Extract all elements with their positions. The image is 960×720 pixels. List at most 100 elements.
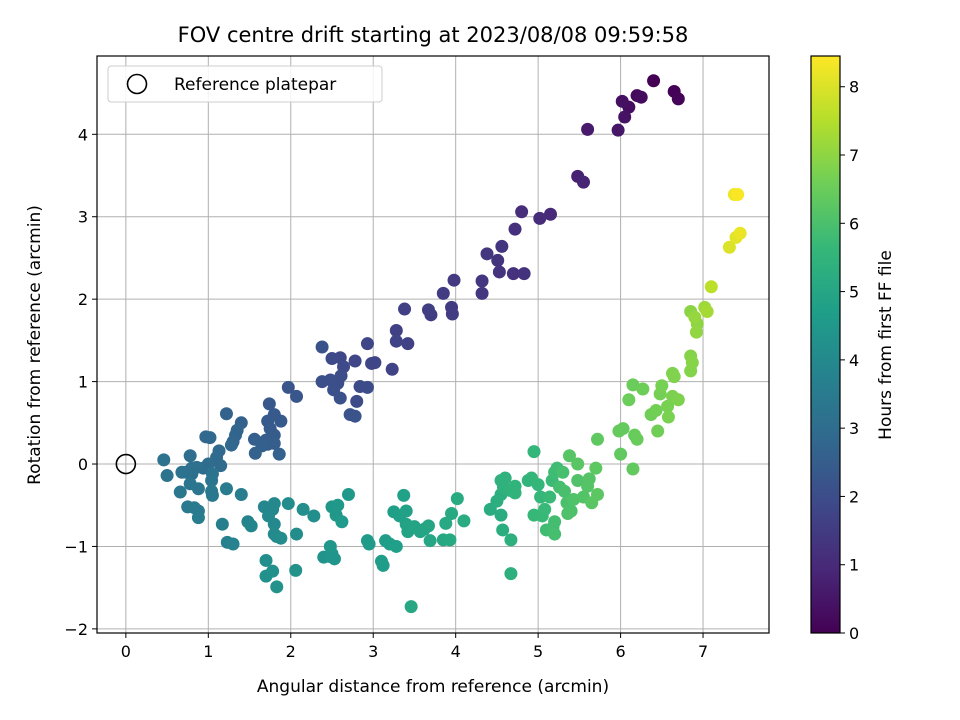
data-point	[576, 175, 590, 189]
data-point	[244, 519, 258, 533]
data-point	[515, 205, 529, 219]
data-point	[491, 253, 505, 267]
data-point	[534, 490, 548, 504]
data-point	[175, 465, 189, 479]
data-point	[404, 600, 418, 614]
data-point	[203, 431, 217, 445]
data-point	[558, 484, 572, 498]
data-point	[325, 352, 339, 366]
data-point	[671, 393, 685, 407]
colorbar-tick-label: 6	[849, 214, 859, 233]
data-point	[436, 286, 450, 300]
x-tick-label: 4	[451, 642, 461, 661]
data-point	[527, 445, 541, 459]
colorbar-tick-label: 7	[849, 146, 859, 165]
data-point	[267, 517, 281, 531]
y-tick-label: −2	[64, 620, 88, 639]
data-point	[315, 375, 329, 389]
data-point	[401, 337, 415, 351]
legend-label: Reference platepar	[174, 75, 336, 95]
data-point	[538, 502, 552, 516]
data-point	[205, 474, 219, 488]
y-tick-label: 3	[78, 208, 88, 227]
data-point	[504, 567, 518, 581]
data-point	[385, 362, 399, 376]
data-point	[215, 517, 229, 531]
x-tick-label: 7	[698, 642, 708, 661]
data-point	[622, 393, 636, 407]
colorbar-frame	[810, 55, 841, 634]
plot-area: 0 1 2 3 4 5 6 7 −2 −1 0 1 2 3 4	[64, 55, 770, 661]
data-point	[504, 533, 518, 547]
data-point	[376, 558, 390, 572]
colorbar-gradient	[811, 56, 840, 633]
data-point	[445, 307, 459, 321]
data-point	[556, 465, 570, 479]
data-point	[362, 537, 376, 551]
data-point	[224, 438, 238, 452]
data-point	[323, 539, 337, 553]
x-tick-label: 2	[286, 642, 296, 661]
data-point	[191, 482, 205, 496]
data-point	[498, 471, 512, 485]
y-ticks: −2 −1 0 1 2 3 4	[64, 125, 97, 639]
colorbar-tick-label: 4	[849, 351, 859, 370]
data-point	[571, 457, 585, 471]
data-point	[685, 356, 699, 370]
data-point	[689, 325, 703, 339]
data-point	[630, 432, 644, 446]
data-point	[423, 534, 437, 548]
data-point	[219, 407, 233, 421]
data-point	[421, 303, 435, 317]
data-point	[543, 490, 557, 504]
data-point	[492, 265, 506, 279]
data-point	[296, 502, 310, 516]
data-point	[226, 537, 240, 551]
data-point	[348, 409, 362, 423]
data-point	[443, 533, 457, 547]
data-point	[612, 424, 626, 438]
data-point	[647, 74, 661, 88]
data-point	[272, 447, 286, 461]
data-point	[548, 527, 562, 541]
y-tick-label: 2	[78, 290, 88, 309]
data-point	[722, 240, 736, 254]
data-point	[626, 378, 640, 392]
data-point	[661, 399, 675, 413]
data-point	[688, 310, 702, 324]
data-point	[205, 488, 219, 502]
data-point	[618, 110, 632, 124]
data-point	[731, 187, 745, 201]
data-point	[353, 380, 367, 394]
data-point	[450, 492, 464, 506]
colorbar-tick-label: 2	[849, 487, 859, 506]
data-point	[274, 531, 288, 545]
data-point	[267, 497, 281, 511]
data-point	[636, 382, 650, 396]
data-point	[399, 504, 413, 518]
y-tick-label: 0	[78, 455, 88, 474]
data-point	[626, 462, 640, 476]
data-point	[281, 497, 295, 511]
colorbar-tick-label: 0	[849, 624, 859, 643]
data-point	[331, 498, 345, 512]
x-ticks: 0 1 2 3 4 5 6 7	[121, 633, 708, 661]
data-point	[398, 302, 412, 316]
data-point	[281, 380, 295, 394]
data-point	[649, 403, 663, 417]
plot-frame	[96, 55, 770, 634]
data-point	[590, 488, 604, 502]
data-point	[490, 494, 504, 508]
x-tick-label: 6	[615, 642, 625, 661]
data-point	[562, 449, 576, 463]
x-tick-label: 1	[203, 642, 213, 661]
colorbar-label: Hours from first FF file	[876, 250, 896, 440]
data-point	[360, 337, 374, 351]
colorbar-tick-label: 8	[849, 78, 859, 97]
data-point	[307, 509, 321, 523]
data-point	[397, 488, 411, 502]
data-point	[733, 226, 747, 240]
data-point	[634, 90, 648, 104]
data-point	[667, 370, 681, 384]
data-point	[581, 122, 595, 136]
